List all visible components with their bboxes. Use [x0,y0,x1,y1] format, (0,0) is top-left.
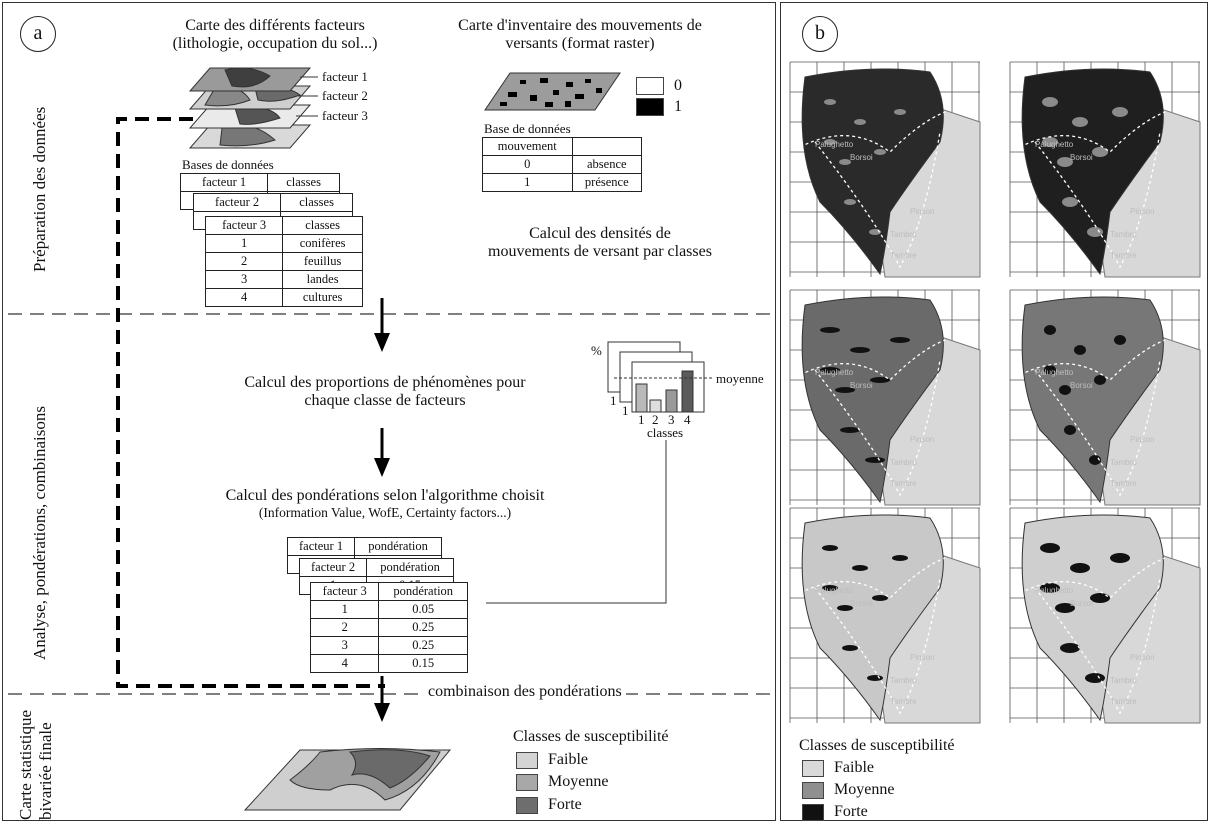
place-label: Palughetto [1035,586,1074,595]
place-label: Tambro [890,458,917,467]
legend-label: Forte [834,803,868,821]
place-label: Tambre [1110,251,1137,260]
place-label: Pinson [1130,435,1154,444]
place-label: Tambro [1110,676,1137,685]
panel-b-legend-moyenne: Moyenne [802,781,894,799]
panel-b-legend-faible: Faible [802,759,874,777]
susceptibility-map-6: Palughetto Borsoi Pinson Tambro Tambre [1010,508,1200,723]
place-label: Tambro [1110,230,1137,239]
panel-b-legend-title: Classes de susceptibilité [799,737,955,755]
place-label: Palughetto [1035,140,1074,149]
place-label: Borsoi [850,381,873,390]
place-label: Pinson [1130,653,1154,662]
susceptibility-map-4: Palughetto Borsoi Pinson Tambro Tambre [1010,290,1200,505]
swatch-moyenne [802,782,824,799]
susceptibility-map-1: Palughetto Borsoi Pinson Tambro Tambre [790,62,980,277]
place-label: Pinson [910,653,934,662]
place-label: Borsoi [850,153,873,162]
legend-label: Faible [834,759,874,777]
swatch-faible [802,760,824,777]
place-label: Tambro [1110,458,1137,467]
swatch-forte [802,804,824,821]
legend-label: Moyenne [834,781,894,799]
panel-b-legend-forte: Forte [802,803,868,821]
place-label: Borsoi [1070,153,1093,162]
place-label: Borsoi [850,599,873,608]
place-label: Palughetto [815,368,854,377]
place-label: Borsoi [1070,599,1093,608]
place-label: Tambre [890,697,917,706]
place-label: Borsoi [1070,381,1093,390]
place-label: Tambre [890,251,917,260]
place-label: Tambro [890,676,917,685]
place-label: Tambre [1110,479,1137,488]
place-label: Palughetto [815,586,854,595]
susceptibility-map-2: Palughetto Borsoi Pinson Tambro Tambre [1010,62,1200,277]
place-label: Palughetto [815,140,854,149]
place-label: Tambre [1110,697,1137,706]
place-label: Pinson [910,207,934,216]
susceptibility-map-5: Palughetto Borsoi Pinson Tambro Tambre [790,508,980,723]
place-label: Tambro [890,230,917,239]
place-label: Tambre [890,479,917,488]
susceptibility-map-3: Palughetto Borsoi Pinson Tambro Tambre [790,290,980,505]
place-label: Pinson [1130,207,1154,216]
place-label: Pinson [910,435,934,444]
place-label: Palughetto [1035,368,1074,377]
